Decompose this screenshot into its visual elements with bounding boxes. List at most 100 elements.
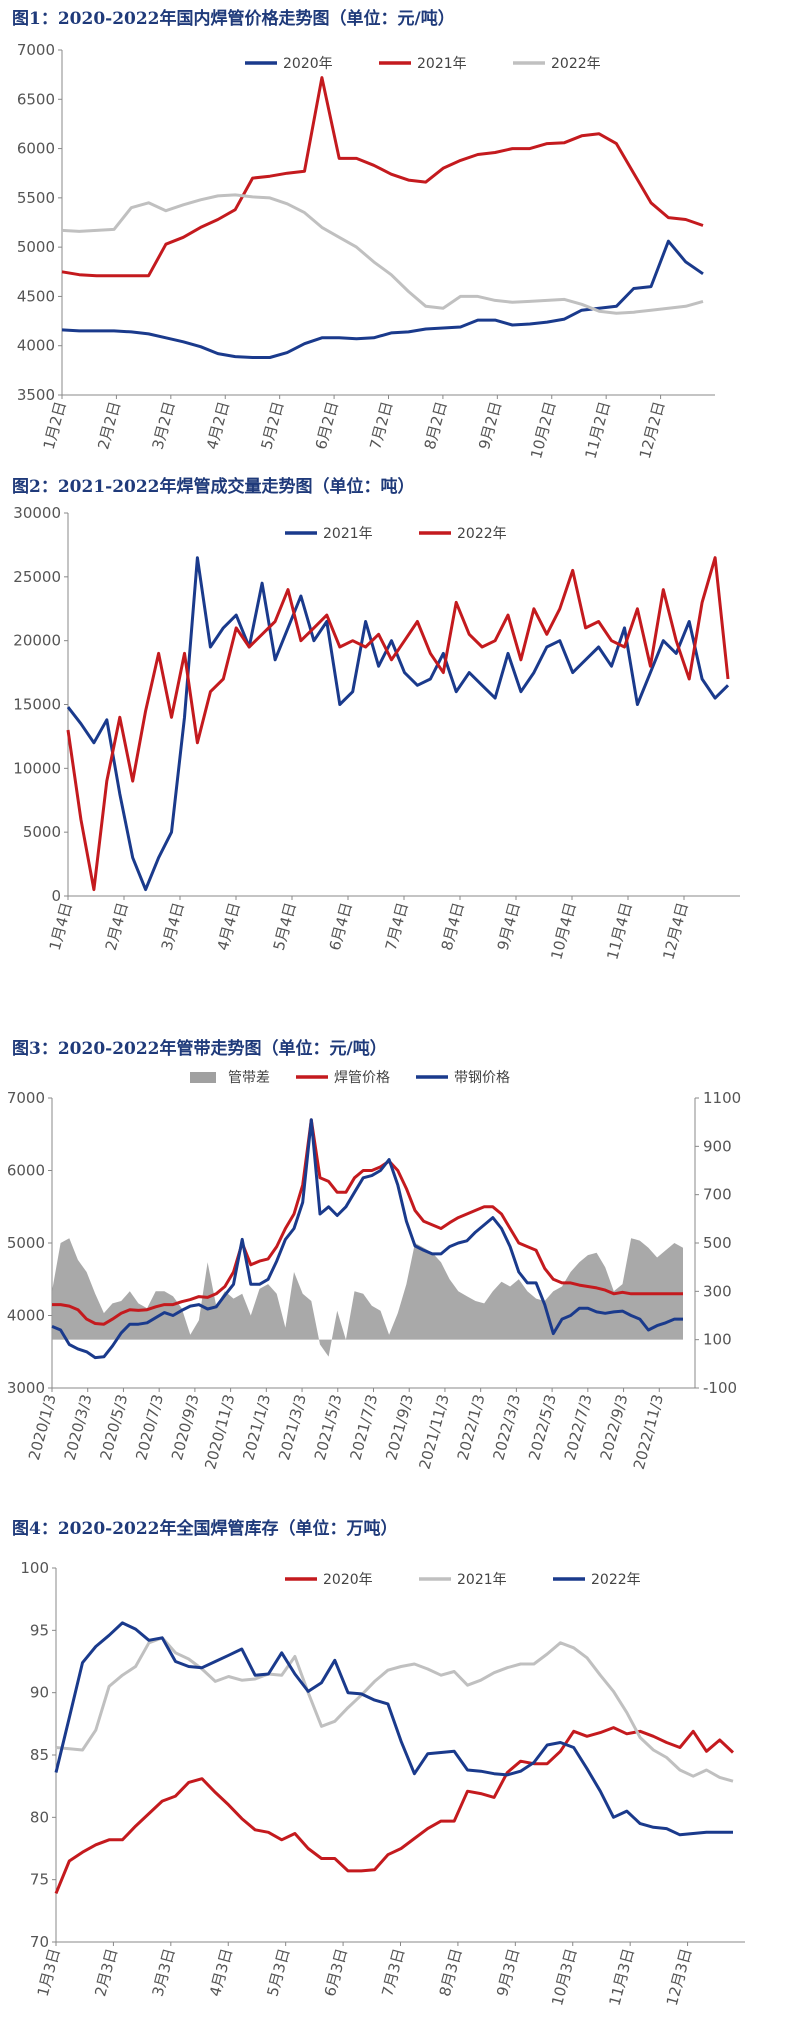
legend-label: 2020年: [283, 56, 333, 72]
y2-tick-label: 700: [703, 1186, 732, 1204]
y-tick-label: 3500: [17, 386, 55, 404]
x-tick-label: 11月4日: [603, 900, 636, 961]
line-series-0: [66, 556, 730, 892]
x-tick-label: 2022/7/3: [561, 1392, 596, 1462]
y-tick-label: 10000: [13, 759, 61, 777]
chart-title: 图2：2021-2022年焊管成交量走势图（单位：吨）: [12, 477, 415, 497]
legend-label: 2021年: [417, 56, 467, 72]
y-tick-label: 6000: [17, 140, 55, 158]
line-series-1: [66, 556, 730, 892]
x-tick-label: 2月2日: [94, 399, 124, 451]
chart-panel-price: 图1：2020-2022年国内焊管价格走势图（单位：元/吨） 3500 4000 4…: [0, 0, 800, 461]
x-tick-label: 4月2日: [203, 399, 233, 451]
y-tick-label: 5000: [17, 238, 55, 256]
x-tick-label: 2020/1/3: [25, 1392, 60, 1462]
line-series-1: [52, 1118, 683, 1326]
chart-title: 图3：2020-2022年管带走势图（单位：元/吨）: [12, 1039, 387, 1059]
x-tick-label: 2021/3/3: [275, 1392, 310, 1462]
x-tick-label: 2022/1/3: [454, 1392, 489, 1462]
y-tick-label: 95: [30, 1621, 49, 1639]
x-tick-label: 9月3日: [493, 1946, 523, 1998]
line-series-0: [54, 1726, 735, 1894]
x-tick-label: 2022/5/3: [525, 1392, 560, 1462]
x-tick-label: 3月2日: [149, 399, 179, 451]
legend-label: 焊管价格: [334, 1070, 390, 1086]
x-tick-label: 10月4日: [547, 900, 580, 961]
x-tick-label: 7月4日: [382, 900, 412, 952]
y-tick-label: 5500: [17, 189, 55, 207]
y-tick-label: 85: [30, 1746, 49, 1764]
x-tick-label: 10月2日: [527, 399, 560, 460]
y-tick-label: 25000: [13, 568, 61, 586]
x-tick-label: 6月4日: [326, 900, 356, 952]
x-tick-label: 4月3日: [206, 1946, 236, 1998]
y-tick-label: 5000: [23, 823, 61, 841]
x-tick-label: 2021/9/3: [382, 1392, 417, 1462]
x-tick-label: 2月4日: [102, 900, 132, 952]
x-tick-label: 2022/3/3: [489, 1392, 524, 1462]
y-tick-label: 90: [30, 1684, 49, 1702]
x-tick-label: 9月4日: [494, 900, 524, 952]
x-tick-label: 11月3日: [605, 1946, 638, 2007]
x-tick-label: 2020/7/3: [132, 1392, 167, 1462]
x-tick-label: 2022/9/3: [597, 1392, 632, 1462]
legend-label: 2022年: [551, 56, 601, 72]
y-tick-label: 6500: [17, 90, 55, 108]
inventory-chart: 70 75 80 85 90 95 100 1月3日 2月3日 3月3日 4月3日 5月3日 6月3日 7…: [20, 1559, 745, 2008]
legend-label: 管带差: [228, 1070, 270, 1086]
x-tick-label: 8月3日: [436, 1946, 466, 1998]
x-tick-label: 4月4日: [214, 900, 244, 952]
x-tick-label: 8月2日: [421, 399, 451, 451]
x-tick-label: 6月2日: [312, 399, 342, 451]
y2-tick-label: 1100: [703, 1089, 741, 1107]
y-tick-label: 4000: [17, 337, 55, 355]
x-tick-label: 5月2日: [257, 399, 287, 451]
legend-label: 2022年: [457, 526, 507, 542]
x-tick-label: 5月4日: [270, 900, 300, 952]
x-tick-label: 3月3日: [149, 1946, 179, 1998]
x-tick-label: 1月4日: [46, 900, 76, 952]
legend-label: 2021年: [323, 526, 373, 542]
x-tick-label: 10月3日: [548, 1946, 581, 2007]
x-tick-label: 2022/11/3: [630, 1392, 667, 1471]
y-tick-label: 4500: [17, 287, 55, 305]
y-tick-label: 70: [30, 1933, 49, 1951]
y2-tick-label: 900: [703, 1137, 732, 1155]
x-tick-label: 2021/5/3: [311, 1392, 346, 1462]
legend-label: 2021年: [457, 1572, 507, 1588]
y-tick-label: 20000: [13, 632, 61, 650]
legend-label: 2020年: [323, 1572, 373, 1588]
x-tick-label: 12月3日: [663, 1946, 696, 2007]
volume-chart: 0 5000 10000 15000 20000 25000 30000 1月4日 2月4日 3月…: [13, 504, 740, 962]
y-tick-label: 6000: [7, 1162, 45, 1180]
x-tick-label: 2021/7/3: [347, 1392, 382, 1462]
y-tick-label: 3000: [7, 1379, 45, 1397]
y2-tick-label: 100: [703, 1331, 732, 1349]
y2-tick-label: 300: [703, 1282, 732, 1300]
chart-title: 图1：2020-2022年国内焊管价格走势图（单位：元/吨）: [12, 9, 455, 29]
legend-label: 带钢价格: [454, 1070, 510, 1086]
y-tick-label: 75: [30, 1871, 49, 1889]
y-tick-label: 100: [20, 1559, 49, 1577]
line-series-2: [61, 193, 704, 315]
line-series-2: [54, 1621, 733, 1837]
x-tick-label: 12月2日: [636, 399, 669, 460]
area-series-0: [52, 1238, 683, 1357]
x-tick-label: 2020/11/3: [201, 1392, 238, 1471]
legend-label: 2022年: [591, 1572, 641, 1588]
x-tick-label: 5月3日: [263, 1946, 293, 1998]
y-tick-label: 4000: [7, 1307, 45, 1325]
price-chart: 3500 4000 4500 5000 5500 6000 6500 7000 1月2日 2月2日…: [17, 41, 715, 461]
y-tick-label: 7000: [17, 41, 55, 59]
x-tick-label: 6月3日: [321, 1946, 351, 1998]
x-tick-label: 2020/9/3: [168, 1392, 203, 1462]
legend-swatch: [190, 1072, 216, 1083]
line-series-2: [51, 1118, 683, 1360]
x-tick-label: 1月3日: [34, 1946, 64, 1998]
chart-panel-volume: 图2：2021-2022年焊管成交量走势图（单位：吨） 0 5000 10000 15…: [0, 468, 800, 988]
chart-title: 图4：2020-2022年全国焊管库存（单位：万吨）: [12, 1519, 398, 1539]
line-series-1: [55, 1636, 734, 1783]
y-tick-label: 80: [30, 1808, 49, 1826]
y-tick-label: 30000: [13, 504, 61, 522]
chart-panel-inventory: 图4：2020-2022年全国焊管库存（单位：万吨） 70 75 80 85 90 95 1…: [0, 1510, 800, 2037]
